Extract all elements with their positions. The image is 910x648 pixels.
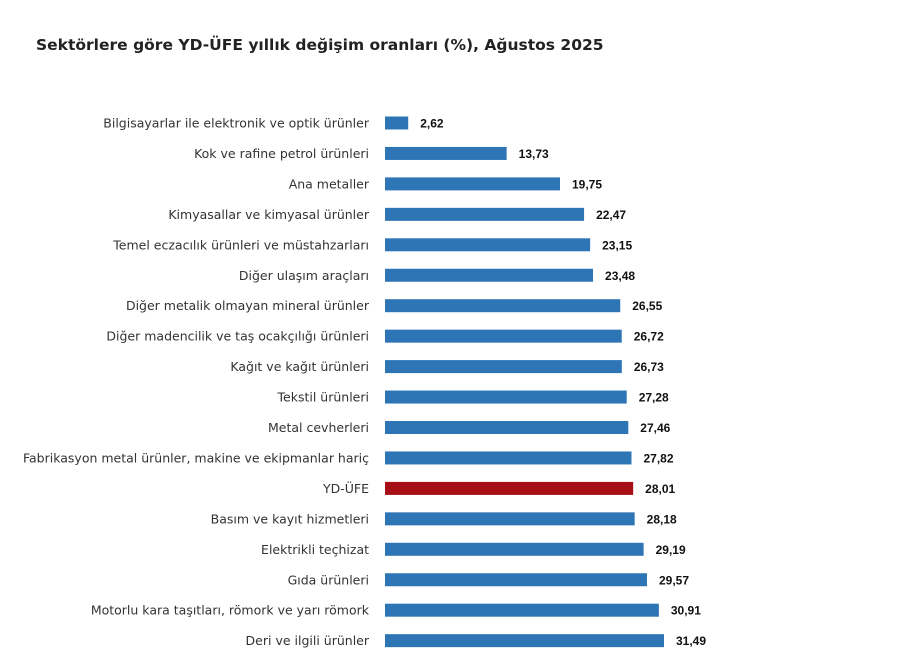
bar (385, 360, 622, 374)
value-label: 22,47 (596, 208, 626, 222)
value-label: 28,01 (645, 482, 675, 496)
value-label: 13,73 (519, 147, 549, 161)
bar (385, 207, 585, 221)
bar (385, 299, 621, 313)
value-label: 27,82 (643, 451, 673, 465)
bar-highlight (385, 481, 634, 495)
value-label: 28,18 (647, 512, 677, 526)
bar (385, 238, 591, 252)
category-label: Motorlu kara taşıtları, römork ve yarı r… (91, 603, 370, 618)
category-label: Diğer madencilik ve taş ocakçılığı ürünl… (106, 329, 369, 344)
category-label: Metal cevherleri (268, 420, 369, 435)
bar (385, 451, 632, 465)
bar (385, 573, 647, 587)
value-label: 26,55 (632, 299, 662, 313)
category-label: YD-ÜFE (322, 480, 369, 496)
category-label: Temel eczacılık ürünleri ve müstahzarlar… (112, 237, 369, 252)
chart-title: Sektörlere göre YD-ÜFE yıllık değişim or… (36, 36, 604, 54)
value-label: 2,62 (420, 117, 444, 131)
value-label: 29,19 (656, 543, 686, 557)
value-label: 23,48 (605, 269, 635, 283)
value-label: 27,28 (639, 391, 669, 405)
value-label: 26,72 (634, 330, 664, 344)
value-label: 26,73 (634, 360, 664, 374)
category-label: Ana metaller (289, 176, 370, 191)
bar (385, 177, 560, 191)
bar (385, 390, 627, 404)
category-label: Tekstil ürünleri (277, 390, 369, 405)
category-label: Diğer metalik olmayan mineral ürünler (126, 298, 370, 313)
category-label: Bilgisayarlar ile elektronik ve optik ür… (103, 116, 370, 131)
bar (385, 634, 665, 648)
category-label: Basım ve kayıt hizmetleri (211, 511, 369, 526)
value-label: 23,15 (602, 238, 632, 252)
category-label: Kağıt ve kağıt ürünleri (230, 359, 369, 374)
category-label: Kok ve rafine petrol ürünleri (194, 146, 369, 161)
category-label: Gıda ürünleri (288, 572, 369, 587)
bar (385, 329, 622, 343)
value-label: 19,75 (572, 177, 602, 191)
value-label: 29,57 (659, 573, 689, 587)
bar (385, 116, 409, 130)
bar (385, 421, 629, 434)
bar (385, 512, 635, 526)
value-label: 30,91 (671, 604, 701, 618)
category-label: Elektrikli teçhizat (261, 542, 369, 557)
value-label: 31,49 (676, 634, 706, 648)
bar (385, 542, 644, 556)
category-label: Deri ve ilgili ürünler (246, 633, 370, 648)
bar (385, 268, 594, 282)
category-label: Kimyasallar ve kimyasal ürünler (168, 207, 369, 222)
category-label: Diğer ulaşım araçları (239, 268, 369, 283)
bar (385, 603, 659, 617)
bar (385, 146, 507, 160)
value-label: 27,46 (640, 421, 670, 435)
category-label: Fabrikasyon metal ürünler, makine ve eki… (23, 450, 369, 465)
